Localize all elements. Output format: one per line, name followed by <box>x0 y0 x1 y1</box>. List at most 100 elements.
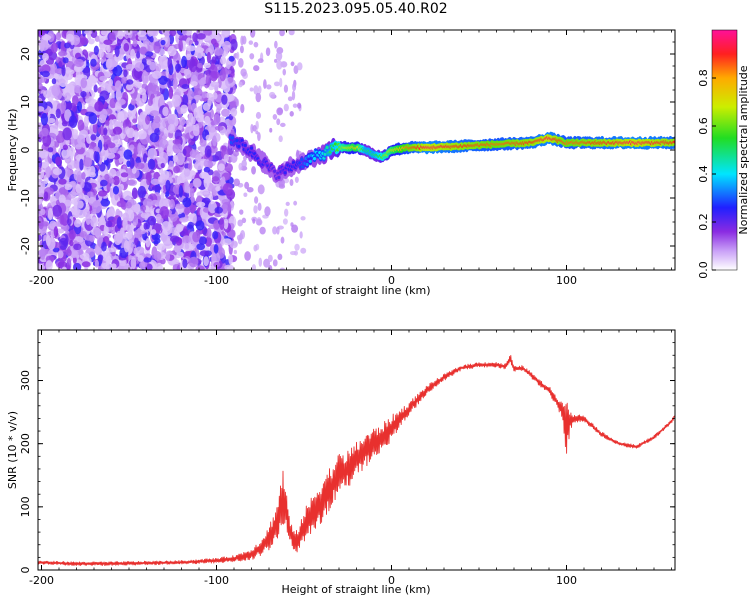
noise-speckle <box>60 40 66 54</box>
noise-speckle <box>203 160 209 168</box>
noise-speckle <box>147 147 158 161</box>
noise-speckle <box>106 58 113 69</box>
noise-speckle <box>165 190 170 197</box>
noise-speckle <box>150 121 161 129</box>
noise-speckle <box>160 39 166 46</box>
noise-speckle <box>212 135 217 147</box>
noise-speckle <box>101 262 112 270</box>
noise-speckle <box>142 153 148 163</box>
noise-speckle <box>137 142 142 155</box>
snr-axes: -200 -100 0 100 0 100 200 300 <box>19 329 675 587</box>
noise-speckle <box>160 170 170 180</box>
noise-speckle <box>289 178 294 187</box>
noise-speckle <box>194 47 205 53</box>
noise-speckle <box>195 154 201 164</box>
noise-speckle <box>121 76 128 84</box>
noise-speckle <box>92 122 98 134</box>
noise-speckle <box>147 98 153 107</box>
noise-speckle <box>77 134 86 146</box>
noise-speckle <box>155 213 162 221</box>
noise-speckle <box>257 202 262 211</box>
noise-speckle <box>83 157 93 168</box>
noise-speckle <box>108 78 113 87</box>
noise-speckle <box>272 113 278 120</box>
noise-speckle <box>228 66 235 79</box>
noise-speckle <box>224 163 233 173</box>
noise-speckle <box>76 170 83 183</box>
x-tick-label: -100 <box>204 274 229 287</box>
noise-speckle <box>280 236 285 244</box>
noise-speckle <box>47 147 54 153</box>
noise-speckle <box>123 149 133 160</box>
noise-speckle <box>90 216 99 228</box>
noise-speckle <box>219 217 225 230</box>
noise-speckle <box>118 98 126 105</box>
noise-speckle <box>143 222 148 230</box>
noise-speckle <box>182 93 189 106</box>
noise-speckle <box>65 249 72 257</box>
noise-speckle <box>110 263 117 270</box>
noise-speckle <box>137 255 144 262</box>
noise-speckle <box>165 179 171 192</box>
noise-speckle <box>97 190 108 197</box>
x-tick-label: 0 <box>388 274 395 287</box>
noise-speckle <box>123 69 128 78</box>
noise-speckle <box>77 200 84 209</box>
noise-speckle <box>167 114 176 126</box>
noise-speckle <box>269 127 273 133</box>
noise-speckle <box>199 138 207 147</box>
noise-speckle <box>63 42 71 49</box>
noise-speckle <box>129 144 135 151</box>
noise-speckle <box>90 134 97 141</box>
noise-speckle <box>230 107 238 117</box>
colorbar-tick-label: 0.2 <box>697 213 710 231</box>
noise-speckle <box>72 262 82 270</box>
noise-speckle <box>263 79 267 89</box>
noise-speckle <box>228 231 236 239</box>
noise-speckle <box>184 182 190 194</box>
noise-speckle <box>178 185 184 198</box>
noise-speckle <box>85 61 90 69</box>
noise-speckle <box>222 40 232 52</box>
noise-speckle <box>155 63 162 73</box>
noise-speckle <box>205 74 211 88</box>
noise-speckle <box>208 43 215 56</box>
noise-speckle <box>253 65 260 72</box>
noise-speckle <box>40 127 49 137</box>
noise-speckle <box>238 81 243 88</box>
ridge-core <box>273 169 277 173</box>
noise-speckle <box>169 199 176 210</box>
noise-speckle <box>182 197 192 208</box>
ridge-core <box>323 152 327 156</box>
noise-speckle <box>192 126 200 137</box>
noise-speckle <box>150 229 157 235</box>
ridge-core <box>300 157 304 162</box>
noise-speckle <box>257 132 261 142</box>
noise-speckle <box>104 120 110 126</box>
noise-speckle <box>142 198 153 208</box>
noise-speckle <box>276 60 283 70</box>
noise-speckle <box>267 254 273 263</box>
noise-speckle <box>55 56 60 63</box>
noise-speckle <box>158 75 168 85</box>
noise-speckle <box>93 45 99 56</box>
noise-speckle <box>202 102 211 111</box>
noise-speckle <box>185 45 196 52</box>
noise-speckle <box>75 144 82 150</box>
noise-speckle <box>221 30 231 38</box>
noise-speckle <box>211 251 221 265</box>
noise-speckle <box>38 234 42 241</box>
noise-speckle <box>158 146 164 160</box>
noise-speckle <box>252 125 257 132</box>
noise-speckle <box>211 30 219 37</box>
noise-speckle <box>185 53 192 61</box>
noise-speckle <box>167 78 172 89</box>
noise-speckle <box>233 150 240 157</box>
noise-speckle <box>38 166 42 173</box>
noise-speckle <box>52 204 63 217</box>
noise-speckle <box>145 238 151 248</box>
noise-speckle <box>75 154 85 161</box>
noise-speckle <box>152 97 159 108</box>
noise-speckle <box>244 181 250 190</box>
noise-speckle <box>161 220 172 232</box>
